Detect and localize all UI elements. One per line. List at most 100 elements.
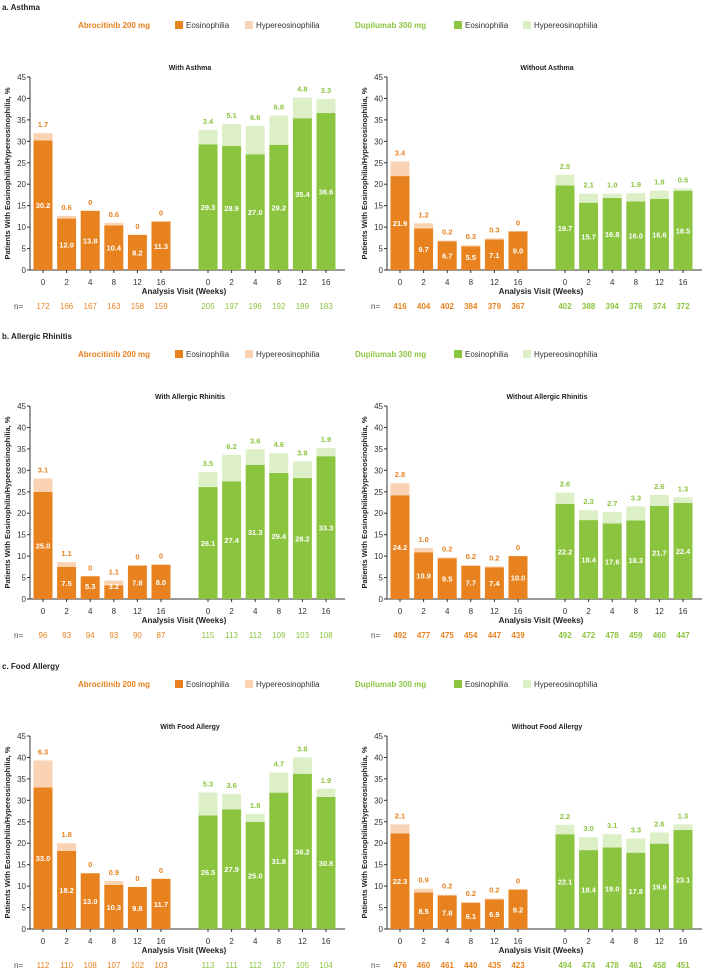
x-tick-label: 4: [88, 937, 93, 946]
bar-eosinophilia: [57, 850, 77, 929]
chart-title: Without Asthma: [520, 65, 573, 72]
x-tick-label: 16: [679, 278, 688, 287]
x-axis-label: Analysis Visit (Weeks): [142, 287, 227, 296]
x-tick-label: 12: [298, 937, 307, 946]
n-value: 416: [393, 302, 407, 311]
hypereosinophilia-label: 0: [159, 552, 163, 561]
n-value: 115: [202, 631, 215, 640]
x-tick-label: 2: [421, 937, 426, 946]
hypereosinophilia-label: 0.6: [61, 203, 71, 212]
legend-dupi-hyper-swatch: [523, 680, 531, 690]
x-axis-label: Analysis Visit (Weeks): [142, 616, 227, 625]
bar-hypereosinophilia: [57, 843, 77, 851]
hypereosinophilia-label: 6.8: [274, 103, 284, 112]
legend-abrocitinib: Abrocitinib 200 mg: [78, 680, 151, 689]
n-value: 492: [558, 631, 572, 640]
x-tick-label: 2: [586, 607, 591, 616]
eosinophilia-label: 33.0: [36, 854, 51, 863]
x-tick-label: 4: [88, 278, 93, 287]
x-tick-label: 4: [610, 607, 615, 616]
y-tick-label: 10: [17, 882, 26, 891]
bar-eosinophilia: [292, 773, 312, 929]
y-tick-label: 40: [374, 94, 383, 103]
hypereosinophilia-label: 1.1: [109, 568, 119, 577]
x-tick-label: 16: [322, 278, 331, 287]
bar-hypereosinophilia: [414, 547, 434, 553]
n-value: 112: [249, 961, 262, 968]
hypereosinophilia-label: 0.2: [489, 553, 499, 562]
bar-eosinophilia: [57, 566, 77, 599]
chart-title: With Allergic Rhinitis: [155, 394, 225, 401]
x-tick-label: 8: [277, 607, 282, 616]
bar-eosinophilia: [508, 889, 528, 929]
x-tick-label: 8: [634, 278, 639, 287]
eosinophilia-label: 16.0: [628, 232, 643, 241]
x-tick-label: 2: [586, 278, 591, 287]
eosinophilia-label: 29.4: [271, 532, 286, 541]
x-tick-label: 0: [563, 937, 568, 946]
bar-hypereosinophilia: [579, 837, 599, 851]
n-value: 104: [319, 961, 333, 968]
hypereosinophilia-label: 4.6: [274, 440, 284, 449]
bar-eosinophilia: [602, 847, 622, 929]
x-tick-label: 2: [64, 607, 69, 616]
eosinophilia-label: 6.7: [442, 252, 452, 261]
n-value: 458: [653, 961, 667, 968]
chart-title: With Asthma: [169, 65, 212, 72]
hypereosinophilia-label: 3.4: [395, 148, 406, 157]
bar-hypereosinophilia: [57, 562, 77, 567]
legend-dupilumab: Dupilumab 300 mg: [355, 21, 427, 30]
hypereosinophilia-label: 4.7: [274, 759, 284, 768]
n-label: n=: [14, 302, 23, 311]
x-tick-label: 16: [514, 937, 523, 946]
bar-hypereosinophilia: [245, 814, 265, 822]
eosinophilia-label: 7.8: [132, 578, 142, 587]
bar-eosinophilia: [484, 239, 504, 270]
eosinophilia-label: 28.9: [224, 204, 239, 213]
x-tick-label: 12: [133, 278, 142, 287]
bar-eosinophilia: [626, 520, 646, 599]
n-value: 478: [606, 631, 620, 640]
x-tick-label: 16: [679, 937, 688, 946]
hypereosinophilia-label: 0.9: [418, 876, 428, 885]
bar-hypereosinophilia: [57, 215, 77, 219]
eosinophilia-label: 27.9: [224, 865, 239, 874]
hypereosinophilia-label: 3.3: [321, 86, 331, 95]
bar-eosinophilia: [127, 886, 147, 929]
eosinophilia-label: 5.3: [85, 582, 95, 591]
eosinophilia-label: 18.5: [676, 226, 691, 235]
legend-dupi-hyper-label: Hypereosinophilia: [534, 21, 598, 30]
x-tick-label: 0: [563, 278, 568, 287]
y-tick-label: 40: [17, 423, 26, 432]
legend-abro-hyper-label: Hypereosinophilia: [256, 350, 320, 359]
x-tick-label: 12: [298, 278, 307, 287]
hypereosinophilia-label: 0: [159, 866, 163, 875]
bar-hypereosinophilia: [673, 497, 693, 503]
n-value: 103: [154, 961, 168, 968]
y-tick-label: 0: [379, 595, 384, 604]
y-tick-label: 0: [379, 266, 384, 275]
hypereosinophilia-label: 2.6: [654, 820, 664, 829]
y-tick-label: 10: [374, 552, 383, 561]
y-tick-label: 20: [17, 509, 26, 518]
x-tick-label: 8: [634, 607, 639, 616]
hypereosinophilia-label: 0: [159, 209, 163, 218]
n-value: 93: [62, 631, 71, 640]
hypereosinophilia-label: 1.9: [654, 178, 664, 187]
bar-eosinophilia: [104, 225, 124, 270]
x-tick-label: 8: [469, 937, 474, 946]
legend-abro-hyper-swatch: [245, 350, 253, 360]
bar-eosinophilia: [33, 140, 53, 270]
y-tick-label: 30: [17, 796, 26, 805]
bar-eosinophilia: [437, 895, 457, 929]
eosinophilia-label: 22.2: [558, 547, 573, 556]
bar-hypereosinophilia: [33, 133, 53, 141]
hypereosinophilia-label: 3.5: [203, 459, 213, 468]
x-tick-label: 4: [445, 607, 450, 616]
x-axis-label: Analysis Visit (Weeks): [142, 946, 227, 955]
x-tick-label: 4: [445, 937, 450, 946]
x-tick-label: 12: [490, 937, 499, 946]
bar-eosinophilia: [222, 809, 242, 929]
x-tick-label: 12: [298, 607, 307, 616]
eosinophilia-label: 9.5: [442, 575, 452, 584]
